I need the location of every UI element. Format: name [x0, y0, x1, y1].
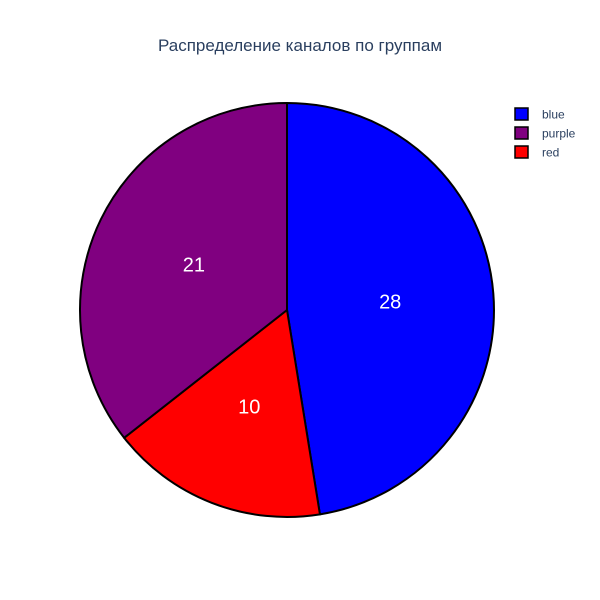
legend-label-blue: blue	[542, 108, 565, 122]
legend-item-blue[interactable]: blue	[514, 107, 565, 122]
slice-label-purple: 21	[183, 255, 205, 277]
chart-title: Распределение каналов по группам	[158, 36, 442, 55]
legend: blue purple red	[514, 107, 576, 160]
slice-label-blue: 28	[379, 292, 401, 314]
legend-swatch-purple	[514, 126, 529, 140]
legend-label-purple: purple	[542, 127, 576, 141]
legend-swatch-blue	[514, 107, 529, 121]
legend-label-red: red	[542, 146, 559, 160]
legend-swatch-red	[514, 145, 529, 159]
pie-slices	[79, 102, 495, 518]
pie-slice-blue[interactable]	[286, 102, 495, 516]
pie-labels: 28 10 21	[183, 255, 402, 419]
legend-item-purple[interactable]: purple	[514, 126, 576, 141]
slice-label-red: 10	[238, 396, 260, 418]
pie-slice-red[interactable]	[123, 309, 321, 518]
pie-slice-purple[interactable]	[79, 102, 288, 439]
legend-item-red[interactable]: red	[514, 145, 559, 160]
